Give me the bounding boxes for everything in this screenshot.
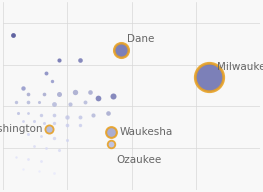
Point xyxy=(32,145,36,148)
Point xyxy=(37,170,41,173)
Point xyxy=(16,111,20,114)
Point xyxy=(44,71,49,74)
Point xyxy=(26,132,31,135)
Point xyxy=(88,90,92,93)
Point xyxy=(109,130,113,133)
Point xyxy=(26,111,31,114)
Point xyxy=(37,101,41,104)
Point xyxy=(65,138,69,142)
Point xyxy=(21,86,25,89)
Point xyxy=(83,101,87,104)
Point xyxy=(119,48,123,51)
Point xyxy=(39,134,43,137)
Text: Dane: Dane xyxy=(127,34,154,45)
Point xyxy=(65,124,69,127)
Point xyxy=(21,168,25,171)
Point xyxy=(52,172,56,175)
Point xyxy=(13,101,18,104)
Point xyxy=(21,120,25,123)
Point xyxy=(73,90,77,93)
Point xyxy=(57,59,62,62)
Point xyxy=(44,147,49,150)
Point xyxy=(52,122,56,125)
Point xyxy=(11,34,15,37)
Point xyxy=(13,155,18,158)
Point xyxy=(39,159,43,162)
Point xyxy=(57,149,62,152)
Point xyxy=(96,97,100,100)
Point xyxy=(78,59,82,62)
Point xyxy=(91,113,95,116)
Point xyxy=(65,115,69,118)
Point xyxy=(57,92,62,95)
Point xyxy=(207,76,211,79)
Point xyxy=(32,120,36,123)
Text: Milwaukee: Milwaukee xyxy=(217,62,263,72)
Point xyxy=(68,103,72,106)
Point xyxy=(52,103,56,106)
Point xyxy=(39,113,43,116)
Point xyxy=(26,157,31,160)
Point xyxy=(111,94,115,98)
Text: Washington: Washington xyxy=(0,124,43,134)
Text: Waukesha: Waukesha xyxy=(119,127,173,137)
Point xyxy=(42,122,46,125)
Point xyxy=(109,142,113,146)
Text: Ozaukee: Ozaukee xyxy=(117,155,162,165)
Point xyxy=(26,92,31,95)
Point xyxy=(52,136,56,139)
Point xyxy=(78,124,82,127)
Point xyxy=(49,80,54,83)
Point xyxy=(47,128,51,131)
Point xyxy=(78,115,82,118)
Point xyxy=(106,111,110,114)
Point xyxy=(42,92,46,95)
Point xyxy=(52,113,56,116)
Point xyxy=(26,101,31,104)
